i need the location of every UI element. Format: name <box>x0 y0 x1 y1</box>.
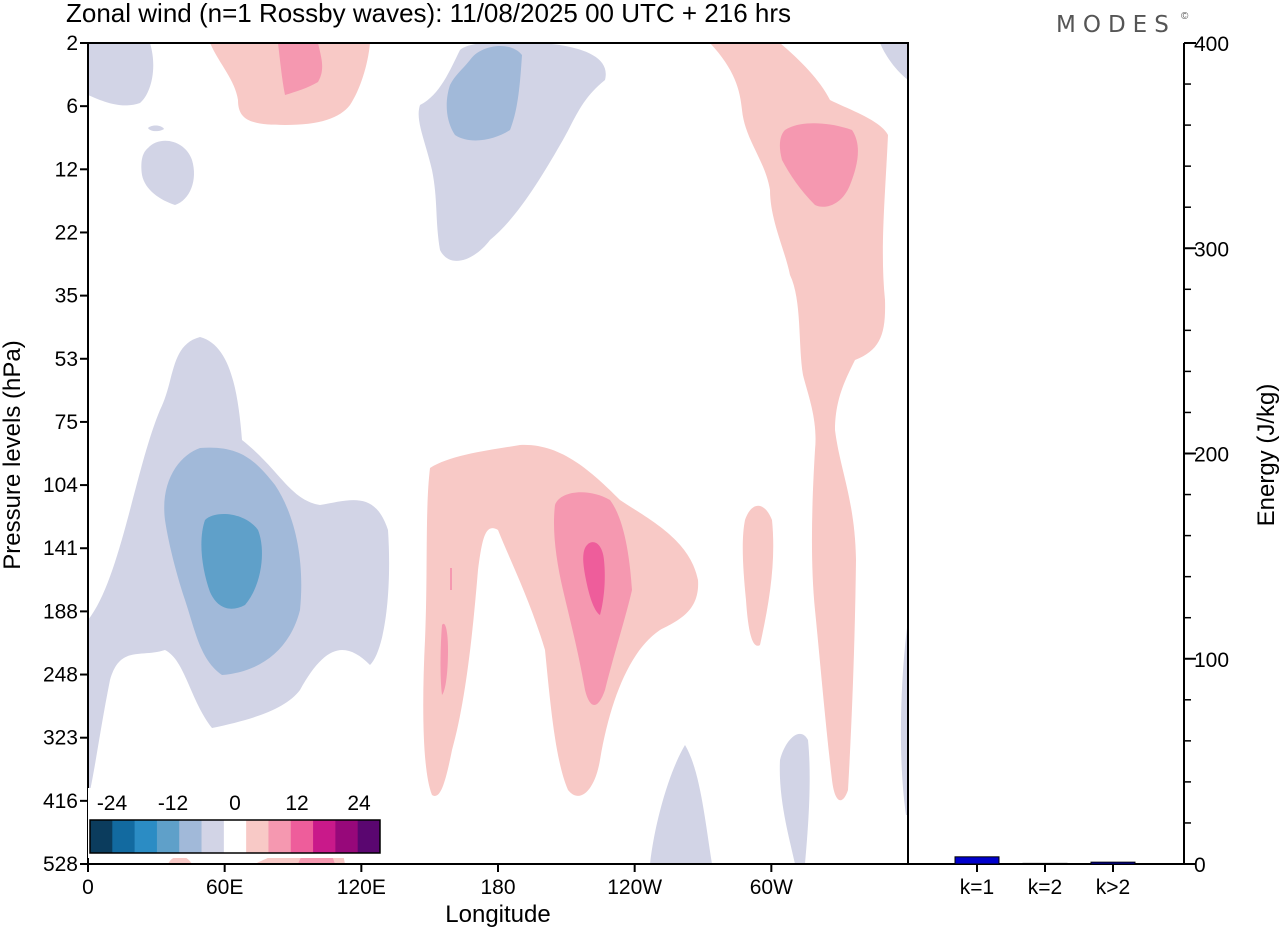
neg-contour-dot <box>148 125 164 132</box>
x-tick-label: 60W <box>750 876 793 899</box>
neg-contour-bottom-right <box>779 733 810 864</box>
energy-tick-label: 200 <box>1194 444 1229 467</box>
pressure-axis: 2 6 12 22 35 53 75 104 141 188 248 323 416 528 <box>43 32 88 876</box>
colorbar-frame <box>89 819 381 854</box>
colorbar-swatch <box>179 820 203 853</box>
colorbar-swatch <box>290 820 314 853</box>
energy-axis-label: Energy (J/kg) <box>1253 384 1280 527</box>
y-tick-label: 2 <box>66 32 78 55</box>
colorbar-label: 12 <box>285 792 308 815</box>
y-tick-label: 188 <box>43 600 78 623</box>
pos-contour-center-peak <box>583 542 605 615</box>
colorbar-swatch <box>201 820 225 853</box>
colorbar-swatch <box>313 820 336 853</box>
energy-tick-label: 300 <box>1194 238 1229 261</box>
longitude-axis: 0 60E 120E 180 120W 60W <box>82 864 793 899</box>
x-tick-label: 180 <box>480 876 515 899</box>
y-tick-label: 12 <box>55 158 78 181</box>
pos-contour-tilted-band <box>710 43 888 801</box>
x-axis-label: Longitude <box>445 901 550 928</box>
y-tick-label: 323 <box>43 727 78 750</box>
neg-contour-left-core <box>201 514 262 609</box>
colorbar-label: -24 <box>97 792 128 815</box>
energy-category-label: k=1 <box>960 876 994 899</box>
energy-tick-label: 0 <box>1194 854 1206 877</box>
neg-contour-right-edge-top <box>880 43 908 80</box>
colorbar-swatch <box>246 820 269 853</box>
y-tick-label: 35 <box>55 285 78 308</box>
y-tick-label: 141 <box>43 537 78 560</box>
x-tick-label: 120W <box>607 876 662 899</box>
pos-contour-sliver <box>450 568 452 590</box>
y-tick-label: 416 <box>43 790 78 813</box>
y-axis-label: Pressure levels (hPa) <box>0 340 26 569</box>
y-tick-label: 528 <box>43 853 78 876</box>
energy-axis: 0 100 200 300 400 <box>1184 33 1229 877</box>
energy-category-label: k>2 <box>1096 876 1130 899</box>
colorbar: -24 -12 0 12 24 <box>88 788 382 858</box>
colorbar-swatch <box>134 820 158 853</box>
energy-bar <box>1090 861 1136 865</box>
x-tick-label: 0 <box>82 876 94 899</box>
modes-logo-mark: © <box>1181 11 1189 22</box>
energy-bars: k=1 k=2 k>2 <box>954 856 1136 899</box>
x-tick-label: 120E <box>337 876 386 899</box>
colorbar-label: 24 <box>347 792 371 815</box>
neg-contour-right-edge-bottom <box>900 620 908 815</box>
y-tick-label: 248 <box>43 664 78 687</box>
neg-contour-upper-mid <box>446 45 522 141</box>
pos-contour-upper-left-core <box>278 43 323 95</box>
y-tick-label: 53 <box>55 348 78 371</box>
wind-contours <box>88 43 908 864</box>
colorbar-swatch <box>90 820 113 853</box>
colorbar-swatch <box>268 820 292 853</box>
pos-contour-upper-right-core <box>779 123 858 207</box>
y-tick-label: 75 <box>55 411 78 434</box>
pos-contour-narrow-right <box>742 505 774 646</box>
x-tick-label: 60E <box>206 876 243 899</box>
neg-contour-small-blob <box>141 140 195 205</box>
colorbar-swatch <box>112 820 136 853</box>
colorbar-swatch <box>156 820 180 853</box>
colorbar-label: -12 <box>158 792 188 815</box>
y-tick-label: 104 <box>43 474 78 497</box>
energy-tick-label: 100 <box>1194 649 1229 672</box>
pos-contour-bottom-edge <box>168 856 192 864</box>
energy-tick-label: 400 <box>1194 33 1229 56</box>
modes-logo: MODES <box>1056 12 1176 38</box>
pos-contour-center-lobe <box>423 444 699 796</box>
colorbar-swatch <box>335 820 359 853</box>
energy-bar <box>954 856 1000 865</box>
y-tick-label: 6 <box>66 95 78 118</box>
y-tick-label: 22 <box>55 221 78 244</box>
neg-contour-bottom-center <box>650 745 712 864</box>
colorbar-swatch <box>223 820 247 853</box>
pos-contour-thin-left <box>440 623 448 695</box>
colorbar-label: 0 <box>229 792 241 815</box>
chart-title: Zonal wind (n=1 Rossby waves): 11/08/202… <box>66 0 791 28</box>
energy-category-label: k=2 <box>1028 876 1062 899</box>
colorbar-swatch <box>357 820 381 853</box>
neg-contour-upper-left <box>88 43 154 106</box>
